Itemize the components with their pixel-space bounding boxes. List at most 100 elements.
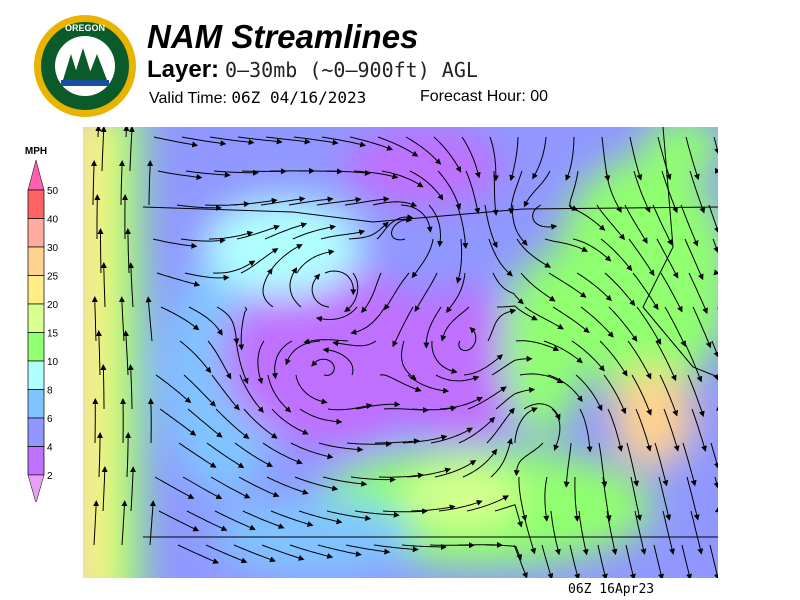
streamline <box>289 544 334 559</box>
streamline <box>232 197 278 206</box>
streamline <box>563 442 572 488</box>
streamline <box>431 340 458 374</box>
legend-tick: 40 <box>47 215 59 226</box>
streamline <box>121 500 128 546</box>
streamline <box>543 340 583 364</box>
streamline <box>571 340 605 372</box>
streamline <box>377 136 419 157</box>
streamline <box>664 306 686 348</box>
streamline <box>373 544 419 553</box>
streamline <box>458 416 496 444</box>
streamline <box>579 408 593 453</box>
streamline <box>379 374 422 392</box>
streamline <box>568 204 606 231</box>
streamline <box>541 544 554 578</box>
streamline <box>125 432 132 478</box>
streamline <box>624 204 648 244</box>
streamline <box>685 136 700 181</box>
streamline <box>596 204 625 241</box>
streamline <box>713 476 718 489</box>
legend-tick: 30 <box>47 243 59 254</box>
streamline <box>128 127 135 172</box>
streamline <box>215 408 250 440</box>
streamline <box>262 442 303 465</box>
streamline <box>207 340 232 380</box>
streamline <box>344 196 390 206</box>
streamline <box>494 504 523 528</box>
legend-swatch-25_30 <box>27 246 45 276</box>
streamline <box>100 127 107 172</box>
streamline <box>654 442 669 487</box>
legend-swatch-20_25 <box>27 275 45 305</box>
streamline <box>411 238 434 279</box>
streamline <box>405 136 442 165</box>
streamline <box>569 544 580 578</box>
streamline <box>461 136 481 179</box>
streamline <box>456 204 469 249</box>
streamline <box>317 544 362 557</box>
streamline <box>532 136 547 180</box>
streamline <box>265 136 311 145</box>
streamline <box>660 272 683 313</box>
streamline <box>93 500 100 546</box>
streamline <box>625 544 636 578</box>
streamline <box>631 374 652 416</box>
streamline <box>423 306 442 349</box>
streamline <box>381 170 424 188</box>
streamline <box>628 238 655 277</box>
streamline-map <box>83 127 718 578</box>
streamline <box>158 510 200 532</box>
streamline <box>209 230 254 240</box>
streamline <box>321 136 367 148</box>
streamline <box>97 228 104 274</box>
streamline <box>683 340 703 383</box>
streamline <box>709 544 718 578</box>
streamline <box>658 476 672 521</box>
streamline <box>91 160 97 205</box>
streamline <box>682 442 697 487</box>
streamline <box>260 196 306 206</box>
streamline <box>684 238 704 281</box>
streamline <box>237 136 283 145</box>
streamline <box>235 340 249 385</box>
streamline <box>147 160 154 205</box>
streamline <box>353 170 399 180</box>
streamline <box>205 544 248 564</box>
state-borders <box>142 127 718 538</box>
streamline <box>239 374 264 413</box>
streamline <box>656 238 679 279</box>
streamline <box>635 408 652 452</box>
streamline <box>509 136 519 182</box>
streamline <box>186 510 228 531</box>
streamline <box>551 408 561 451</box>
streamline <box>711 340 718 358</box>
color-legend: MPH 50 40 30 25 20 15 10 8 6 4 2 <box>25 146 59 502</box>
streamline <box>657 136 672 181</box>
streamline <box>652 204 673 246</box>
streamline <box>495 387 536 410</box>
streamline <box>597 544 608 578</box>
valid-time: Valid Time: 06Z 04/16/2023 <box>149 88 366 108</box>
streamline <box>598 442 608 488</box>
streamline <box>569 170 579 211</box>
streamline <box>100 364 107 409</box>
streamline <box>145 296 153 342</box>
streamline <box>604 272 636 307</box>
page-title: NAM Streamlines <box>147 18 419 55</box>
streamline <box>430 427 474 444</box>
streamline <box>463 354 504 376</box>
streamline <box>350 476 396 483</box>
streamline <box>384 272 410 311</box>
streamline <box>238 476 280 498</box>
streamline <box>382 508 428 515</box>
streamline <box>318 442 364 453</box>
streamline <box>178 442 217 468</box>
streamline <box>292 224 337 240</box>
legend-tick: 6 <box>47 414 53 425</box>
legend-arrow-top <box>27 159 45 191</box>
streamline <box>516 238 551 268</box>
streamline <box>550 510 561 556</box>
streamline <box>261 544 305 561</box>
streamline <box>214 510 256 531</box>
map-timestamp: 06Z 16Apr23 <box>568 582 655 597</box>
